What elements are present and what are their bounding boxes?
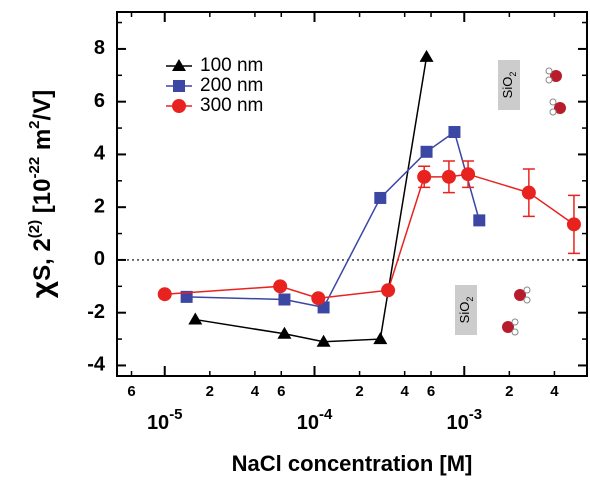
- marker-triangle: [316, 334, 331, 347]
- x-tick-label: 10-3: [446, 406, 482, 434]
- annotation-sub: 2: [508, 72, 518, 77]
- x-tick-exponent: -4: [319, 406, 333, 423]
- atom: [545, 67, 553, 75]
- annotation-text: SiO: [500, 77, 515, 99]
- atom: [550, 70, 562, 82]
- legend-label: 200 nm: [200, 75, 263, 96]
- marker-circle: [566, 217, 581, 232]
- x-tick-exponent: -3: [469, 406, 482, 423]
- surface: [498, 60, 520, 110]
- x-tick-exponent: -5: [169, 406, 182, 423]
- y-label-part: /V]: [29, 90, 56, 121]
- series-line: [186, 130, 481, 309]
- sio2-icon-top: [498, 60, 566, 116]
- marker-triangle: [277, 326, 292, 339]
- y-tick-label: 4: [94, 143, 106, 165]
- marker-circle: [417, 169, 432, 184]
- atom: [549, 98, 557, 106]
- x-tick-base: 10: [297, 412, 319, 434]
- atom: [549, 108, 557, 116]
- marker-circle: [157, 287, 172, 302]
- x-tick-label: 10-4: [297, 406, 333, 434]
- x-minor-label: 4: [251, 383, 260, 400]
- y-tick-label: 2: [94, 195, 105, 217]
- marker-triangle: [172, 59, 186, 71]
- sio2-icon-bottom: [455, 285, 531, 336]
- y-tick-label: 0: [94, 248, 105, 270]
- marker-triangle: [419, 49, 434, 62]
- x-minor-label: 4: [550, 383, 559, 400]
- plot-frame: [116, 11, 588, 377]
- atom: [502, 321, 514, 333]
- surface: [455, 285, 477, 335]
- y-label-part: (2): [26, 220, 43, 238]
- atom: [511, 318, 519, 326]
- x-tick-base: 10: [147, 412, 169, 434]
- marker-triangle: [188, 312, 203, 325]
- marker-circle: [381, 283, 396, 298]
- x-minor-label: 2: [505, 383, 513, 400]
- x-minor-label: 4: [400, 383, 409, 400]
- marker-square: [420, 145, 433, 158]
- x-tick-label: 10-5: [147, 406, 183, 434]
- x-minor-label: 6: [127, 383, 135, 400]
- marker-square: [374, 191, 387, 204]
- x-axis-label: NaCl concentration [M]: [232, 451, 473, 476]
- marker-circle: [461, 167, 476, 182]
- x-minor-label: 2: [206, 383, 214, 400]
- x-minor-label: 6: [427, 383, 435, 400]
- atom: [514, 289, 526, 301]
- marker-square: [448, 126, 461, 139]
- y-axis-label: χS, 2(2) [10-22 m2/V]: [26, 90, 59, 298]
- y-label-part: m: [29, 129, 56, 157]
- y-tick-label: -4: [87, 354, 106, 376]
- marker-circle: [311, 291, 326, 306]
- y-label-part: S, 2: [29, 238, 56, 281]
- marker-square: [180, 290, 193, 303]
- y-tick-label: -2: [87, 301, 105, 323]
- series-line: [164, 173, 575, 299]
- marker-circle: [273, 279, 288, 294]
- x-minor-label: 6: [277, 383, 285, 400]
- annotation-sub: 2: [465, 297, 475, 302]
- atom: [545, 76, 553, 84]
- marker-square: [473, 214, 486, 227]
- y-label-part: χ: [26, 280, 59, 298]
- atom: [511, 328, 519, 336]
- y-tick-label: 8: [94, 37, 105, 59]
- y-tick-label: 6: [94, 90, 105, 112]
- legend-label: 300 nm: [200, 95, 263, 116]
- marker-circle: [172, 99, 186, 113]
- legend-label: 100 nm: [200, 55, 263, 76]
- y-label-part: 2: [26, 120, 43, 128]
- annotation: SiO2: [457, 297, 475, 324]
- marker-circle: [521, 185, 536, 200]
- atom: [523, 286, 531, 294]
- y-label-part: -22: [26, 157, 43, 179]
- annotation: SiO2: [500, 72, 518, 99]
- marker-circle: [441, 169, 456, 184]
- atom: [554, 102, 566, 114]
- marker-square: [173, 80, 185, 92]
- y-label-part: [10: [29, 179, 56, 220]
- annotation-text: SiO: [457, 302, 472, 324]
- atom: [523, 296, 531, 304]
- marker-triangle: [373, 332, 388, 345]
- x-minor-label: 2: [355, 383, 363, 400]
- x-tick-base: 10: [446, 412, 468, 434]
- marker-square: [278, 293, 291, 306]
